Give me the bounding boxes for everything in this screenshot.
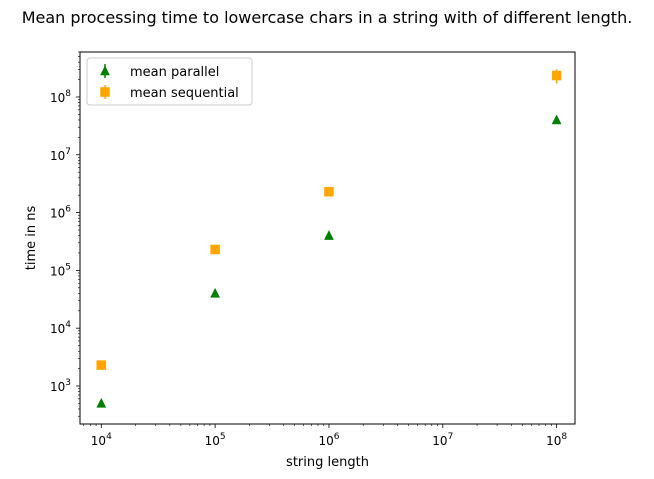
legend-marker	[100, 65, 110, 76]
y-tick-label: 103	[50, 378, 71, 394]
y-tick-label: 105	[50, 262, 71, 278]
data-point	[210, 244, 220, 255]
plot-frame	[79, 51, 576, 425]
legend-entry: mean parallel	[100, 64, 219, 80]
data-point	[96, 360, 107, 370]
data-point	[551, 114, 562, 125]
x-tick-label: 107	[432, 432, 453, 448]
data-point	[324, 186, 334, 197]
y-tick-label: 106	[50, 205, 71, 221]
legend-entry: mean sequential	[100, 85, 239, 101]
x-tick-label: 104	[91, 432, 112, 448]
data-markers	[96, 69, 562, 408]
y-axis-ticks: 103 104 105 106 107 108	[50, 51, 80, 417]
data-point	[324, 230, 334, 240]
legend-marker	[100, 87, 110, 97]
y-axis-label: time in ns	[24, 206, 39, 271]
legend: mean parallel mean sequential	[86, 57, 253, 106]
data-point	[96, 397, 107, 408]
legend-label: mean sequential	[130, 86, 239, 101]
x-axis-ticks: 104 105 106 107 108	[83, 424, 567, 448]
series-0	[96, 114, 562, 408]
series-1	[96, 69, 562, 370]
data-point	[551, 70, 562, 81]
x-axis-label: string length	[286, 455, 369, 470]
x-tick-label: 106	[318, 432, 339, 448]
legend-label: mean parallel	[130, 65, 219, 80]
legend-frame	[86, 57, 253, 106]
x-tick-label: 108	[546, 432, 567, 448]
x-tick-label: 105	[205, 432, 226, 448]
data-point	[210, 287, 221, 298]
y-tick-label: 108	[50, 89, 71, 105]
chart-title: Mean processing time to lowercase chars …	[22, 8, 633, 27]
y-tick-label: 107	[50, 147, 71, 163]
y-tick-label: 104	[50, 320, 71, 336]
